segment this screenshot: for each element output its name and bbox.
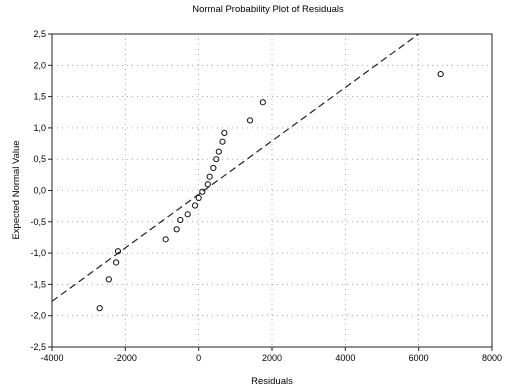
fit-line — [51, 33, 420, 302]
x-tick-label: 0 — [196, 353, 201, 363]
chart-title: Normal Probability Plot of Residuals — [192, 4, 344, 15]
data-point — [199, 188, 206, 195]
data-point — [259, 99, 266, 106]
y-tick-label: -2,5 — [30, 342, 46, 352]
data-point — [221, 129, 228, 137]
data-point — [437, 70, 444, 78]
y-tick-label: 0,5 — [33, 154, 46, 164]
data-points — [96, 70, 444, 312]
y-tick-label: 1,0 — [33, 123, 46, 133]
y-tick-label: -2,0 — [30, 311, 46, 321]
data-point — [219, 138, 226, 145]
y-tick-label: 0,0 — [33, 186, 46, 196]
y-tick-label: -0,5 — [30, 217, 46, 227]
data-point — [96, 305, 103, 312]
data-point — [213, 156, 220, 163]
y-axis-label: Expected Normal Value — [11, 140, 22, 239]
y-tick-label: 2,0 — [33, 60, 46, 70]
x-tick-label: 6000 — [409, 353, 429, 363]
x-axis-label: Residuals — [251, 376, 293, 387]
data-point — [177, 216, 184, 224]
gridlines — [52, 34, 492, 347]
y-tick-label: -1,0 — [30, 248, 46, 258]
data-point — [210, 164, 217, 172]
data-point — [215, 148, 222, 155]
x-tick-label: -4000 — [40, 353, 63, 363]
data-point — [162, 236, 169, 243]
x-tick-label: 8000 — [482, 353, 502, 363]
x-tick-label: 2000 — [262, 353, 282, 363]
axis-ticks: -4000 -2000 0 2000 4000 6000 8000 2,5 2,0 1,5 1,0 0… — [30, 29, 502, 363]
y-tick-label: 1,5 — [33, 92, 46, 102]
data-point — [204, 181, 211, 188]
y-tick-label: 2,5 — [33, 29, 46, 39]
x-tick-label: 4000 — [335, 353, 355, 363]
data-point — [184, 211, 191, 218]
data-point — [246, 117, 254, 124]
data-point — [105, 276, 112, 283]
data-point — [206, 173, 213, 180]
data-point — [191, 202, 199, 209]
data-point — [173, 226, 180, 233]
data-point — [195, 194, 202, 202]
data-point — [114, 248, 122, 255]
x-tick-label: -2000 — [114, 353, 137, 363]
y-tick-label: -1,5 — [30, 279, 46, 289]
data-point — [113, 259, 120, 266]
fit-line-group — [51, 33, 420, 302]
